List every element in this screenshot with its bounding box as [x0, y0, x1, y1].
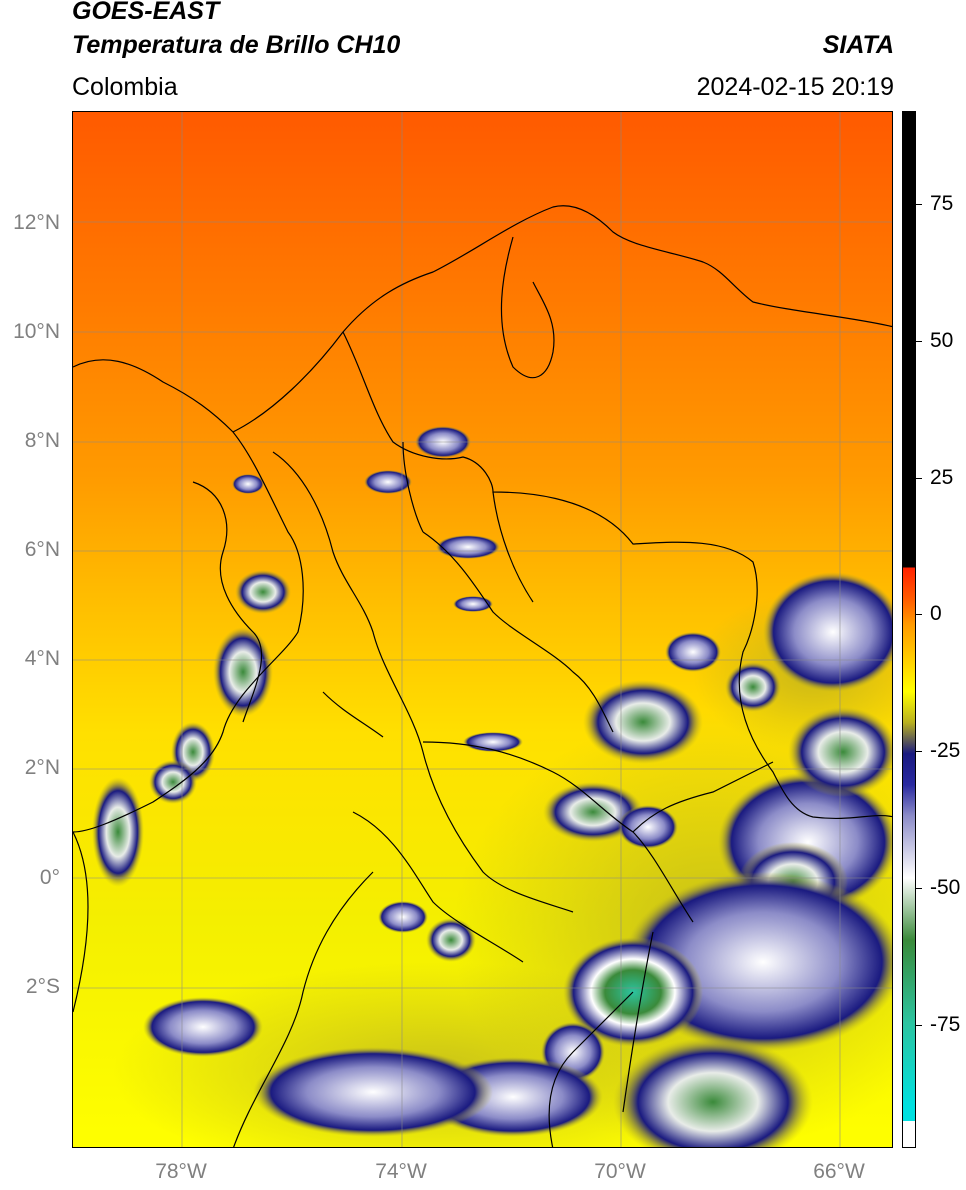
colorbar-label-0: 0 [930, 602, 942, 625]
lon-label-78w: 78°W [155, 1160, 207, 1183]
lat-label-4n: 4°N [24, 647, 60, 670]
lat-label-12n: 12°N [13, 211, 60, 234]
lon-label-66w: 66°W [813, 1160, 865, 1183]
lat-label-6n: 6°N [24, 538, 60, 561]
lat-label-2n: 2°N [24, 756, 60, 779]
satellite-title: GOES-EAST [72, 0, 220, 25]
colorbar-label-minus50: -50 [930, 876, 961, 899]
region-label: Colombia [72, 73, 178, 101]
colorbar-label-50: 50 [930, 329, 954, 352]
boundaries [73, 205, 892, 1147]
colorbar-tick [916, 1025, 922, 1026]
lat-label-8n: 8°N [24, 429, 60, 452]
organization-label: SIATA [822, 31, 894, 59]
lat-label-2s: 2°S [25, 975, 60, 998]
graticule [73, 112, 892, 1147]
colorbar-tick [916, 751, 922, 752]
colorbar-tick [916, 204, 922, 205]
colorbar-label-25: 25 [930, 466, 954, 489]
lat-label-0: 0° [39, 866, 60, 889]
timestamp-label: 2024-02-15 20:19 [696, 73, 894, 101]
colorbar-tick [916, 341, 922, 342]
lat-label-10n: 10°N [13, 320, 60, 343]
colorbar-label-minus25: -25 [930, 739, 961, 762]
colorbar-label-75: 75 [930, 192, 954, 215]
map-panel [72, 111, 893, 1148]
lon-label-74w: 74°W [375, 1160, 427, 1183]
colorbar-label-minus75: -75 [930, 1013, 961, 1036]
colorbar [902, 111, 916, 1148]
colorbar-tick [916, 888, 922, 889]
colorbar-tick [916, 478, 922, 479]
product-title: Temperatura de Brillo CH10 [72, 31, 401, 59]
lon-label-70w: 70°W [594, 1160, 646, 1183]
colorbar-tick [916, 614, 922, 615]
brightness-temperature-map [73, 112, 892, 1147]
